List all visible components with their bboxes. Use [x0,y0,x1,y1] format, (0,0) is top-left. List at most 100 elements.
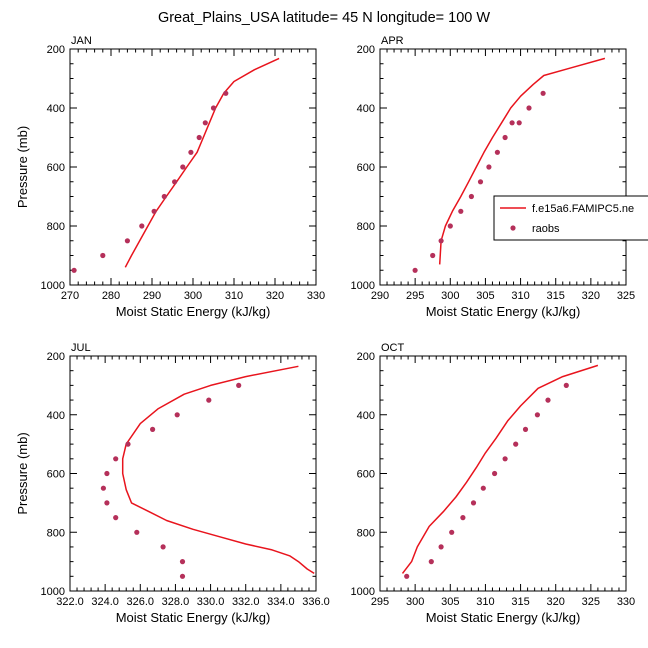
plot-frame [379,48,627,286]
x-tick-label: 324.0 [91,596,119,608]
x-tick-label: 310 [476,596,494,608]
raobs-point [494,149,500,155]
raobs-point [477,179,484,185]
y-tick-label: 800 [357,221,375,233]
raobs-point [160,544,166,550]
raobs-point [470,500,477,506]
plot-frame [379,355,627,592]
raobs-point [223,90,229,96]
raobs-point [172,179,178,185]
model-profile-line [438,57,606,265]
raobs-point [179,573,186,579]
y-tick-label: 1000 [351,586,375,598]
y-tick-label: 400 [357,103,375,115]
legend-box [493,195,648,241]
x-tick-label: 320 [266,290,284,302]
raobs-point [104,470,110,477]
model-profile-line [401,364,599,574]
x-tick-label: 320 [582,290,600,302]
x-tick-label: 326.0 [127,596,155,608]
x-axis-label: Moist Static Energy (kJ/kg) [116,610,271,625]
model-profile-line [121,365,315,575]
raobs-point [196,134,202,141]
raobs-point [161,193,167,200]
x-tick-label: 310 [225,290,243,302]
x-tick-label: 325 [617,290,635,302]
x-tick-label: 290 [371,290,389,302]
plot-frame [69,48,317,286]
y-tick-label: 1000 [41,586,65,598]
raobs-point [236,382,242,388]
raobs-point [428,559,434,565]
raobs-point [458,208,464,214]
raobs-point [563,382,569,388]
panels-group: JAN 270 280 290 300 310 320 330 200 400 600 800 1000… [15,35,635,625]
x-tick-label: 315 [511,596,529,608]
y-tick-label: 200 [357,44,375,56]
x-tick-label: 300 [406,596,424,608]
y-axis-label: Pressure (mb) [15,126,30,208]
raobs-point [502,456,508,462]
y-tick-label: 200 [47,351,65,363]
legend-obs-marker-swatch [510,225,516,231]
raobs-point [113,456,119,462]
x-tick-label: 305 [441,596,459,608]
x-tick-label: 332.0 [232,596,260,608]
y-tick-label: 600 [357,162,375,174]
legend-obs-label: raobs [532,223,560,235]
raobs-point [412,267,418,273]
y-tick-label: 600 [47,469,65,481]
raobs-point [534,412,541,418]
raobs-point [513,441,519,447]
raobs-point [486,164,492,170]
panel-label: JAN [71,35,92,47]
panel-label: JUL [71,342,91,354]
raobs-point [202,120,208,126]
raobs-point [139,223,145,229]
raobs-point [545,397,551,403]
panel-label: APR [381,35,404,47]
raobs-point [100,485,106,491]
raobs-point [174,412,180,418]
x-tick-label: 270 [61,290,79,302]
x-tick-label: 295 [371,596,389,608]
raobs-point [151,208,157,214]
x-tick-label: 310 [511,290,529,302]
raobs-point [134,529,140,535]
y-tick-label: 200 [47,44,65,56]
x-tick-label: 280 [102,290,120,302]
x-tick-label: 330.0 [197,596,225,608]
raobs-point [516,120,522,126]
raobs-point [71,267,77,273]
x-tick-label: 300 [441,290,459,302]
raobs-point [179,559,186,565]
raobs-point [447,223,453,229]
legend-model-label: f.e15a6.FAMIPC5.ne [532,203,634,215]
legend: f.e15a6.FAMIPC5.ne raobs [493,195,648,241]
raobs-point [100,252,106,259]
raobs-point [540,90,546,96]
model-profile-line [124,57,280,268]
y-tick-label: 400 [47,410,65,422]
raobs-point [180,164,186,170]
raobs-point [438,544,444,550]
x-axis-label: Moist Static Energy (kJ/kg) [116,304,271,319]
raobs-point [104,500,110,506]
raobs-point [480,485,486,491]
x-tick-label: 295 [406,290,424,302]
x-tick-label: 290 [143,290,161,302]
figure-title: Great_Plains_USA latitude= 45 N longitud… [158,10,490,26]
raobs-point [124,238,130,244]
x-tick-label: 300 [184,290,202,302]
raobs-point [526,105,532,111]
x-tick-label: 325 [582,596,600,608]
panel-label: OCT [381,342,405,354]
y-tick-label: 800 [47,221,65,233]
x-tick-label: 315 [547,290,565,302]
raobs-point [150,426,156,432]
panel-jan: JAN 270 280 290 300 310 320 330 200 400 600 800 1000… [15,35,325,319]
raobs-point [468,193,474,200]
y-tick-label: 400 [357,410,375,422]
x-tick-label: 330 [617,596,635,608]
raobs-point [449,529,455,535]
